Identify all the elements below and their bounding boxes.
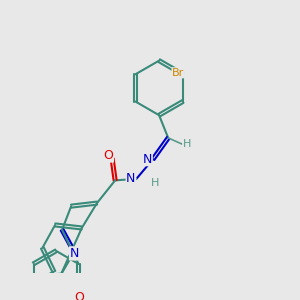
Text: O: O bbox=[74, 291, 84, 300]
Text: N: N bbox=[126, 172, 136, 185]
Text: O: O bbox=[103, 149, 113, 162]
Text: H: H bbox=[183, 139, 191, 149]
Text: N: N bbox=[143, 153, 152, 166]
Text: Br: Br bbox=[172, 68, 184, 78]
Text: N: N bbox=[70, 247, 79, 260]
Text: H: H bbox=[151, 178, 160, 188]
